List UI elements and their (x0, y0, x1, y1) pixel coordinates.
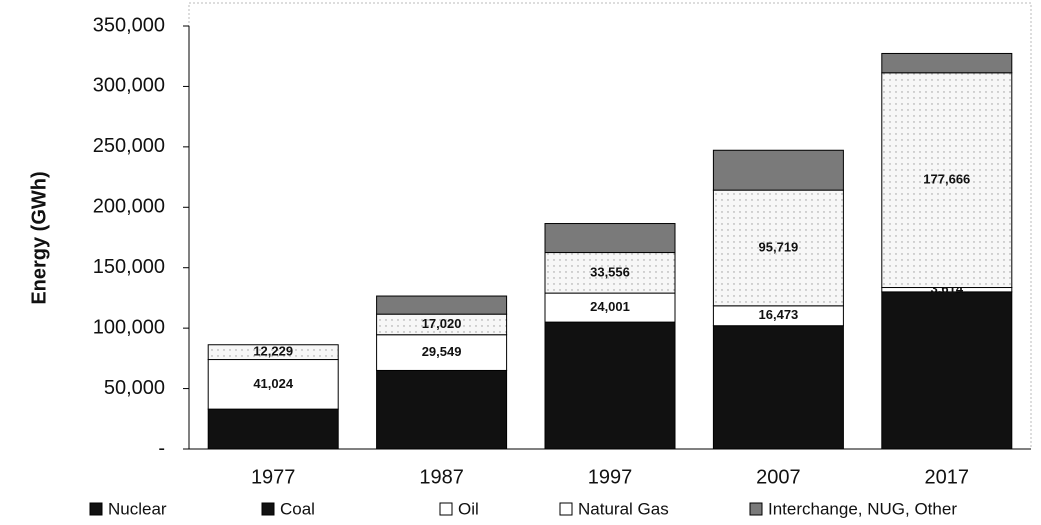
bar-segment (544, 223, 676, 254)
legend-label: Interchange, NUG, Other (768, 499, 957, 518)
bar-segment (207, 344, 339, 361)
legend-swatch (749, 502, 763, 516)
bar-segment (376, 369, 508, 450)
data-label: 33,556 (590, 264, 630, 279)
bar-segment (207, 359, 339, 410)
data-label: 177,666 (923, 172, 970, 187)
bar-segment (376, 334, 508, 371)
data-label: 24,001 (590, 299, 630, 314)
data-label: 95,719 (759, 239, 799, 254)
x-tick-label: 2017 (925, 466, 970, 488)
legend-label: Nuclear (108, 499, 167, 518)
y-tick-label: 200,000 (93, 196, 165, 218)
y-tick-label: - (158, 437, 165, 459)
y-axis-label: Energy (GWh) (28, 171, 50, 304)
legend-label: Coal (280, 499, 315, 518)
y-tick-label: 350,000 (93, 14, 165, 36)
bar-segment (207, 408, 339, 450)
legend-label: Oil (458, 499, 479, 518)
x-tick-label: 1997 (588, 466, 633, 488)
data-label: 29,549 (422, 344, 462, 359)
legend-swatch (439, 502, 453, 516)
bar-segment (544, 321, 676, 450)
y-tick-label: 300,000 (93, 75, 165, 97)
bar-segment (712, 189, 844, 307)
data-label: 12,229 (253, 344, 293, 359)
bar-segment (544, 252, 676, 294)
bar-segment (881, 72, 1013, 289)
data-label: 41,024 (253, 376, 294, 391)
bar-segment (712, 149, 844, 191)
x-tick-label: 2007 (756, 466, 801, 488)
y-tick-label: 250,000 (93, 135, 165, 157)
bar-segment (881, 52, 1013, 74)
bar-segment (376, 295, 508, 315)
x-tick-label: 1977 (251, 466, 296, 488)
y-tick-label: 100,000 (93, 316, 165, 338)
bar-segment (881, 291, 1013, 450)
bar-segment (712, 325, 844, 450)
bar-segment (544, 292, 676, 323)
legend-swatch (261, 502, 275, 516)
legend-label: Natural Gas (578, 499, 669, 518)
data-label: 16,473 (759, 307, 799, 322)
data-label: 17,020 (422, 316, 462, 331)
legend-swatch (89, 502, 103, 516)
legend-swatch (559, 502, 573, 516)
y-tick-label: 50,000 (104, 377, 165, 399)
y-tick-label: 150,000 (93, 256, 165, 278)
x-tick-label: 1987 (419, 466, 464, 488)
